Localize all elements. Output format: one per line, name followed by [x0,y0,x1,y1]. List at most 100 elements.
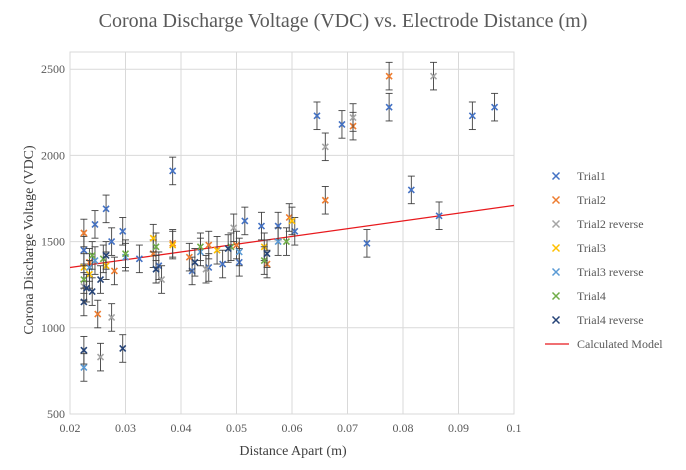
y-axis-title: Corona Discharge Voltage (VDC) [22,145,37,335]
data-point [468,112,476,120]
data-point [110,267,118,275]
data-point [230,224,238,232]
data-point [88,251,96,259]
data-point [224,244,232,253]
data-point [169,241,177,249]
legend-label: Trial1 [577,169,606,183]
data-point [263,250,271,258]
data-point [429,72,438,80]
legend-label: Trial3 [577,241,606,255]
data-point [119,227,127,235]
data-point [363,239,371,247]
data-point [108,238,116,246]
legend-marker [551,171,561,181]
series-trial4-reverse [80,234,271,365]
x-tick-label: 0.03 [115,421,136,435]
y-tick-label: 500 [47,407,65,421]
data-point [202,265,210,273]
data-point [91,220,99,228]
data-point [121,250,130,258]
data-point [80,346,88,354]
data-point [191,258,199,266]
data-point [274,238,282,246]
x-tick-label: 0.04 [171,421,192,435]
data-point [169,167,177,175]
data-point [96,275,105,284]
x-tick-label: 0.08 [393,421,414,435]
data-point [88,288,96,296]
legend-marker [551,243,561,253]
data-point [196,243,204,251]
legend-label: Trial2 [577,193,606,207]
data-points [80,61,499,382]
legend-label: Trial2 reverse [577,217,644,231]
data-point [407,186,415,194]
data-point [491,103,499,111]
data-point [288,217,296,225]
plot-area-border [69,51,515,415]
series-trial3 [80,206,296,289]
data-point [385,103,393,111]
y-tick-label: 2000 [41,148,65,162]
legend-label: Calculated Model [577,337,663,351]
data-point [219,260,227,268]
data-point [282,238,291,246]
x-tick-label: 0.05 [226,421,247,435]
y-tick-labels: 500 1000 1500 2000 2500 [41,62,65,421]
data-point [321,196,329,204]
x-tick-label: 0.07 [337,421,358,435]
x-tick-label: 0.1 [507,421,522,435]
data-point [232,241,241,249]
legend-label: Trial4 [577,289,606,303]
chart-title: Corona Discharge Voltage (VDC) vs. Elect… [99,10,588,32]
legend-marker [551,195,561,205]
data-point [102,251,110,259]
data-point [235,248,243,256]
legend-label: Trial3 reverse [577,265,644,279]
data-point [96,353,105,361]
data-point [321,143,329,151]
data-point [158,275,166,284]
data-point [205,241,213,249]
data-point [108,313,116,322]
data-point [102,205,110,213]
legend-marker [551,219,561,229]
data-point [91,257,99,265]
data-point [119,344,127,353]
legend: Trial1 Trial2 Trial2 reverse Trial3 Trial3 r… [545,169,663,351]
data-point [152,243,160,251]
data-point [80,275,88,284]
legend-label: Trial4 reverse [577,313,644,327]
data-point [80,363,88,372]
data-point [338,120,346,128]
data-point [83,284,91,292]
data-point [291,227,299,235]
legend-marker [551,291,561,301]
series-trial2-reverse [80,61,438,372]
data-point [349,113,357,122]
data-point [313,112,321,120]
data-point [241,217,249,225]
y-tick-label: 1000 [41,321,65,335]
data-point [213,246,221,254]
y-tick-label: 2500 [41,62,65,76]
x-tick-labels: 0.02 0.03 0.04 0.05 0.06 0.07 0.08 0.09 0.1 [60,421,522,435]
data-point [80,246,88,254]
data-point [135,255,143,263]
legend-marker [551,267,561,277]
data-point [435,212,443,220]
data-point [260,257,268,265]
data-point [80,229,88,237]
data-point [94,310,102,318]
data-point [385,72,393,80]
x-tick-label: 0.02 [60,421,81,435]
data-point [257,222,266,230]
x-axis-title: Distance Apart (m) [239,444,347,459]
x-tick-label: 0.09 [448,421,469,435]
series-trial1 [80,92,499,286]
y-tick-label: 1500 [41,235,65,249]
data-point [185,253,193,261]
x-tick-label: 0.06 [282,421,303,435]
